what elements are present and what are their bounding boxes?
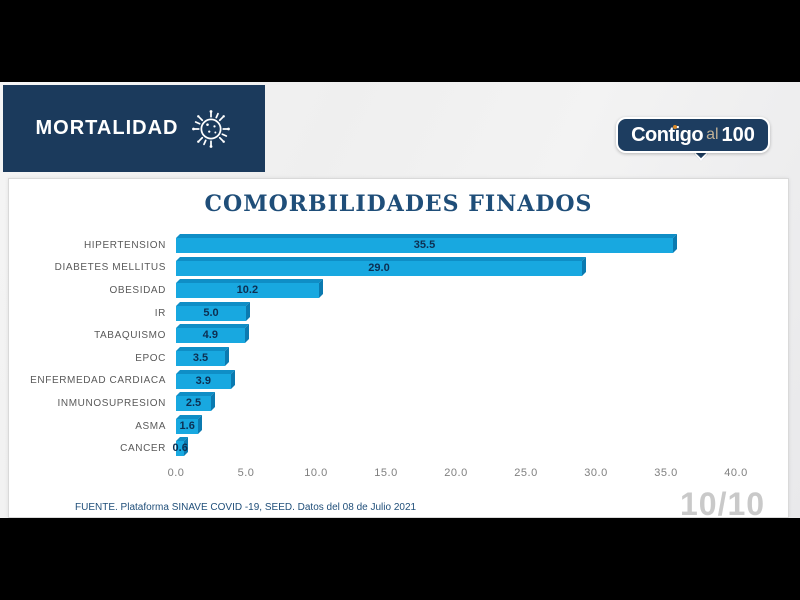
bar-area: 5.0 (176, 302, 788, 325)
letterbox-top (0, 0, 800, 82)
value-label: 10.2 (236, 284, 259, 297)
x-tick-label: 20.0 (444, 467, 468, 479)
chart-panel: COMORBILIDADES FINADOS HIPERTENSION 35.5 D… (8, 178, 789, 518)
x-tick-label: 0.0 (167, 467, 185, 479)
bar-area: 3.9 (176, 370, 788, 393)
category-label: TABAQUISMO (94, 330, 166, 342)
bar-area: 35.5 (176, 234, 788, 257)
chart-row: HIPERTENSION 35.5 (9, 234, 788, 257)
category-label: IR (154, 307, 166, 319)
chart-row: ASMA 1.6 (9, 415, 788, 438)
value-label: 0.6 (172, 442, 188, 455)
section-title: MORTALIDAD (35, 117, 179, 139)
logo-text-al: al (706, 126, 719, 143)
bar-area: 0.6 (173, 437, 788, 460)
chart-title: COMORBILIDADES FINADOS (204, 191, 593, 217)
bar-area: 29.0 (176, 257, 788, 280)
chart-row: CANCER 0.6 (9, 437, 788, 460)
contigo-al-100-logo: Contigo al 100 (616, 117, 770, 153)
chart-row: INMUNOSUPRESION 2.5 (9, 392, 788, 415)
value-label: 4.9 (202, 329, 218, 342)
bar: 1.6 (176, 418, 199, 434)
x-tick-label: 30.0 (584, 467, 608, 479)
x-tick-label: 25.0 (514, 467, 538, 479)
chart-row: EPOC 3.5 (9, 347, 788, 370)
category-label: HIPERTENSION (83, 239, 166, 251)
x-tick-label: 40.0 (724, 467, 748, 479)
bar: 5.0 (176, 305, 246, 321)
chart-row: OBESIDAD 10.2 (9, 279, 788, 302)
x-tick-label: 15.0 (374, 467, 398, 479)
chart-row: TABAQUISMO 4.9 (9, 324, 788, 347)
x-tick-label: 10.0 (304, 467, 328, 479)
bar: 3.9 (176, 373, 231, 389)
chart-row: ENFERMEDAD CARDIACA 3.9 (9, 370, 788, 393)
bar: 2.5 (176, 396, 211, 412)
value-label: 3.5 (192, 351, 209, 364)
source-note: FUENTE. Plataforma SINAVE COVID -19, SEE… (75, 502, 417, 513)
x-tick-label: 35.0 (654, 467, 678, 479)
category-label: EPOC (135, 352, 166, 364)
value-label: 1.6 (179, 419, 195, 432)
category-label: ENFERMEDAD CARDIACA (30, 375, 166, 387)
letterbox-bottom (0, 518, 800, 600)
bar: 3.5 (176, 350, 225, 366)
bar-area: 2.5 (176, 392, 788, 415)
category-label: CANCER (120, 443, 166, 455)
logo-accent-dot (673, 124, 678, 129)
category-label: OBESIDAD (109, 284, 166, 296)
bar: 4.9 (176, 328, 245, 344)
section-header: MORTALIDAD (3, 85, 265, 172)
bar-area: 3.5 (176, 347, 788, 370)
bar-chart: HIPERTENSION 35.5 DIABETES MELLITUS 29.0 OBE… (9, 234, 788, 460)
page-indicator: 10/10 (680, 486, 766, 522)
bar: 29.0 (176, 260, 582, 276)
bar-area: 1.6 (176, 415, 788, 438)
category-label: DIABETES MELLITUS (54, 262, 166, 274)
value-label: 29.0 (368, 261, 390, 274)
category-label: INMUNOSUPRESION (57, 397, 166, 409)
x-tick-label: 5.0 (237, 467, 255, 479)
chart-row: IR 5.0 (9, 302, 788, 325)
value-label: 3.9 (195, 374, 211, 387)
bar: 10.2 (176, 283, 319, 299)
bar: 0.6 (173, 441, 188, 457)
value-label: 5.0 (203, 306, 219, 319)
x-axis: 0.0 5.0 10.0 15.0 20.0 25.0 30.0 35.0 40.0 (9, 467, 788, 483)
logo-text-100: 100 (721, 123, 755, 146)
logo-text-contigo: Contigo (631, 123, 704, 146)
bar: 35.5 (176, 238, 673, 253)
chart-row: DIABETES MELLITUS 29.0 (9, 257, 788, 280)
bar-area: 4.9 (176, 324, 788, 347)
value-label: 35.5 (413, 239, 436, 251)
coronavirus-icon (192, 109, 231, 148)
value-label: 2.5 (185, 397, 202, 410)
bar-area: 10.2 (176, 279, 788, 302)
category-label: ASMA (135, 420, 166, 432)
